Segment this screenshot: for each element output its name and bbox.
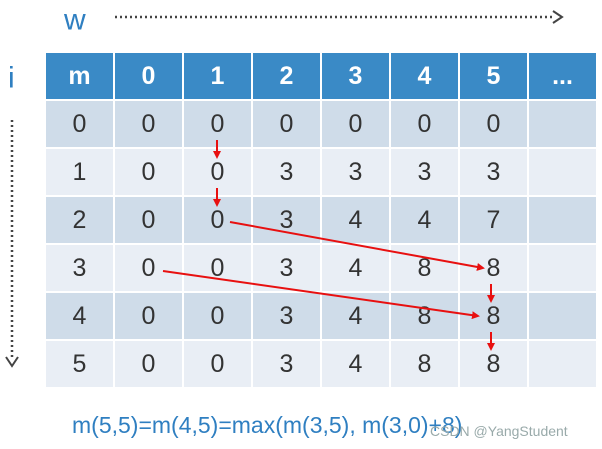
cell-text: 3	[73, 254, 87, 282]
trace-arrows	[162, 140, 495, 351]
cell	[389, 243, 460, 293]
cell	[320, 99, 391, 149]
cell-text: 4	[73, 302, 87, 330]
cell	[251, 147, 322, 197]
watermark: CSDN @YangStudent	[430, 423, 568, 439]
cell-text: 7	[487, 206, 501, 234]
cell	[320, 291, 391, 341]
header-text: 1	[211, 62, 225, 90]
cell	[113, 243, 184, 293]
w-label: w	[63, 4, 86, 37]
cell-text: 5	[73, 350, 87, 378]
cell-text: 0	[211, 350, 225, 378]
cell	[527, 339, 598, 389]
header-text: 5	[487, 62, 501, 90]
cell	[320, 243, 391, 293]
cell-text: 3	[280, 350, 294, 378]
cell-text: 8	[487, 254, 501, 282]
cell-text: 1	[73, 158, 87, 186]
cell-text: 0	[211, 254, 225, 282]
header-text: 4	[418, 62, 432, 90]
cell	[44, 339, 115, 389]
cell-text: 3	[349, 158, 363, 186]
cell	[113, 339, 184, 389]
cell	[458, 195, 529, 245]
cell	[389, 99, 460, 149]
cell	[251, 339, 322, 389]
header-cell	[458, 51, 529, 101]
cell-text: 0	[142, 158, 156, 186]
cell-text: 4	[349, 254, 363, 282]
cell-text: 0	[280, 110, 294, 138]
cell-text: 8	[418, 254, 432, 282]
cell	[527, 195, 598, 245]
cell-text: 3	[487, 158, 501, 186]
cell-text: 0	[487, 110, 501, 138]
cell-text: 0	[142, 110, 156, 138]
cell	[113, 195, 184, 245]
w-arrow-head	[552, 10, 564, 24]
cell	[389, 339, 460, 389]
header-cell	[389, 51, 460, 101]
cell-text: 0	[211, 110, 225, 138]
cell	[527, 291, 598, 341]
cell-text: 0	[418, 110, 432, 138]
arrow	[162, 270, 480, 320]
cell-text: 8	[487, 302, 501, 330]
cell	[182, 243, 253, 293]
cell	[113, 291, 184, 341]
formula: m(5,5)=m(4,5)=max(m(3,5), m(3,0)+8)	[72, 412, 462, 438]
cell-text: 2	[73, 206, 87, 234]
cell-text: 8	[418, 302, 432, 330]
header-text: ...	[552, 62, 573, 90]
cell	[389, 195, 460, 245]
cell-text: 4	[349, 206, 363, 234]
header-text: 3	[349, 62, 363, 90]
table: m 0 1 2 3 4 5 ... 0 0 0 0 0 0 0 1 0 0 3 3 3 3 2 0 0 3 4 4 7 3 0 0 3 4 8 8 4 0…	[44, 51, 598, 389]
i-arrow-head	[5, 356, 19, 368]
cell	[527, 243, 598, 293]
cell	[527, 147, 598, 197]
cell	[44, 99, 115, 149]
cell-text: 4	[418, 206, 432, 234]
cell-text: 3	[280, 254, 294, 282]
cell-text: 4	[349, 350, 363, 378]
i-label: i	[8, 62, 15, 95]
cell	[458, 99, 529, 149]
cell-text: 3	[280, 302, 294, 330]
cell-text: 8	[487, 350, 501, 378]
cell-text: 0	[142, 206, 156, 234]
cell	[389, 291, 460, 341]
cell	[527, 99, 598, 149]
cell-text: 3	[280, 158, 294, 186]
header-cell	[527, 51, 598, 101]
arrow	[229, 221, 485, 271]
cell-text: 0	[73, 110, 87, 138]
cell-text: 0	[142, 350, 156, 378]
cell-text: 8	[418, 350, 432, 378]
cell-text: 0	[142, 302, 156, 330]
cell-text: 0	[211, 158, 225, 186]
header-text: 0	[142, 62, 156, 90]
cell-text: 0	[211, 302, 225, 330]
cell-text: 3	[418, 158, 432, 186]
cell-text: 0	[142, 254, 156, 282]
cell-text: 0	[349, 110, 363, 138]
header-text: m	[68, 62, 90, 90]
header-text: 2	[280, 62, 294, 90]
cell-text: 3	[280, 206, 294, 234]
cell-text: 0	[211, 206, 225, 234]
cell-text: 4	[349, 302, 363, 330]
